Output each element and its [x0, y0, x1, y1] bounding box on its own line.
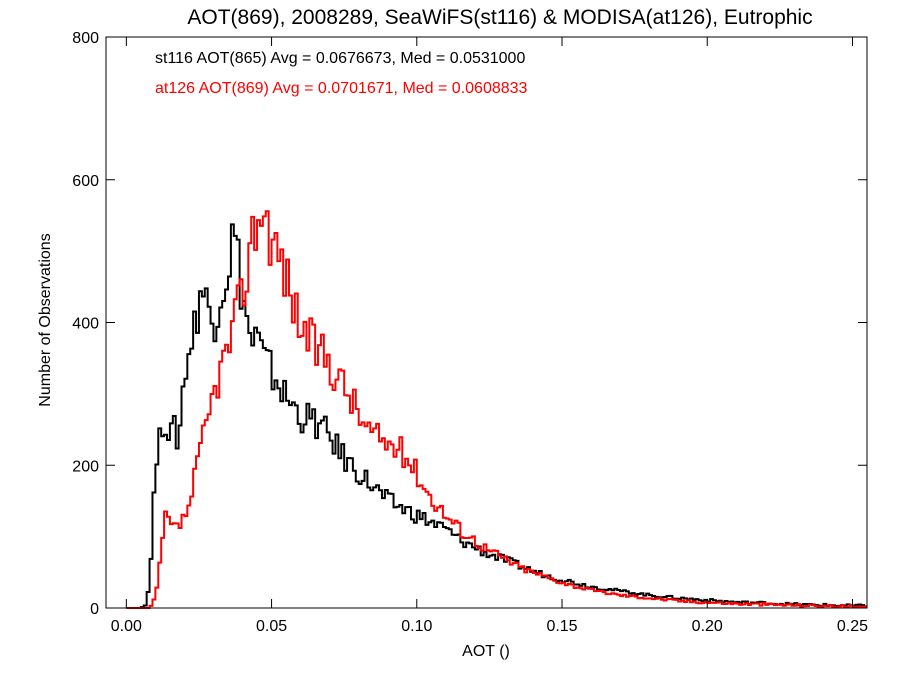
y-tick-label: 600: [72, 173, 99, 190]
chart-title: AOT(869), 2008289, SeaWiFS(st116) & MODI…: [187, 6, 812, 29]
x-tick-label: 0.05: [256, 618, 287, 635]
y-tick-label: 200: [72, 458, 99, 475]
y-tick-label: 400: [72, 316, 99, 333]
series-layer: [126, 210, 867, 609]
legend-entry-st116: st116 AOT(865) Avg = 0.0676673, Med = 0.…: [155, 50, 525, 67]
series-line-st116: [126, 223, 867, 609]
plot-area: 0.00 0.05 0.10 0.15 0.20 0.25 0 200 400 600 800: [72, 30, 868, 635]
y-tick-label: 0: [90, 601, 99, 618]
x-tick-label: 0.20: [692, 618, 723, 635]
x-tick-label: 0.00: [111, 618, 142, 635]
x-tick-label: 0.10: [401, 618, 432, 635]
x-tick-label: 0.15: [546, 618, 577, 635]
x-axis-label: AOT (): [462, 643, 510, 660]
legend-entry-at126: at126 AOT(869) Avg = 0.0701671, Med = 0.…: [155, 80, 528, 97]
series-line-at126: [126, 210, 867, 609]
y-axis-label: Number of Observations: [37, 233, 54, 406]
ticks-layer: 0.00 0.05 0.10 0.15 0.20 0.25 0 200 400 600 800: [72, 30, 868, 635]
y-tick-label: 800: [72, 30, 99, 47]
x-tick-label: 0.25: [837, 618, 868, 635]
